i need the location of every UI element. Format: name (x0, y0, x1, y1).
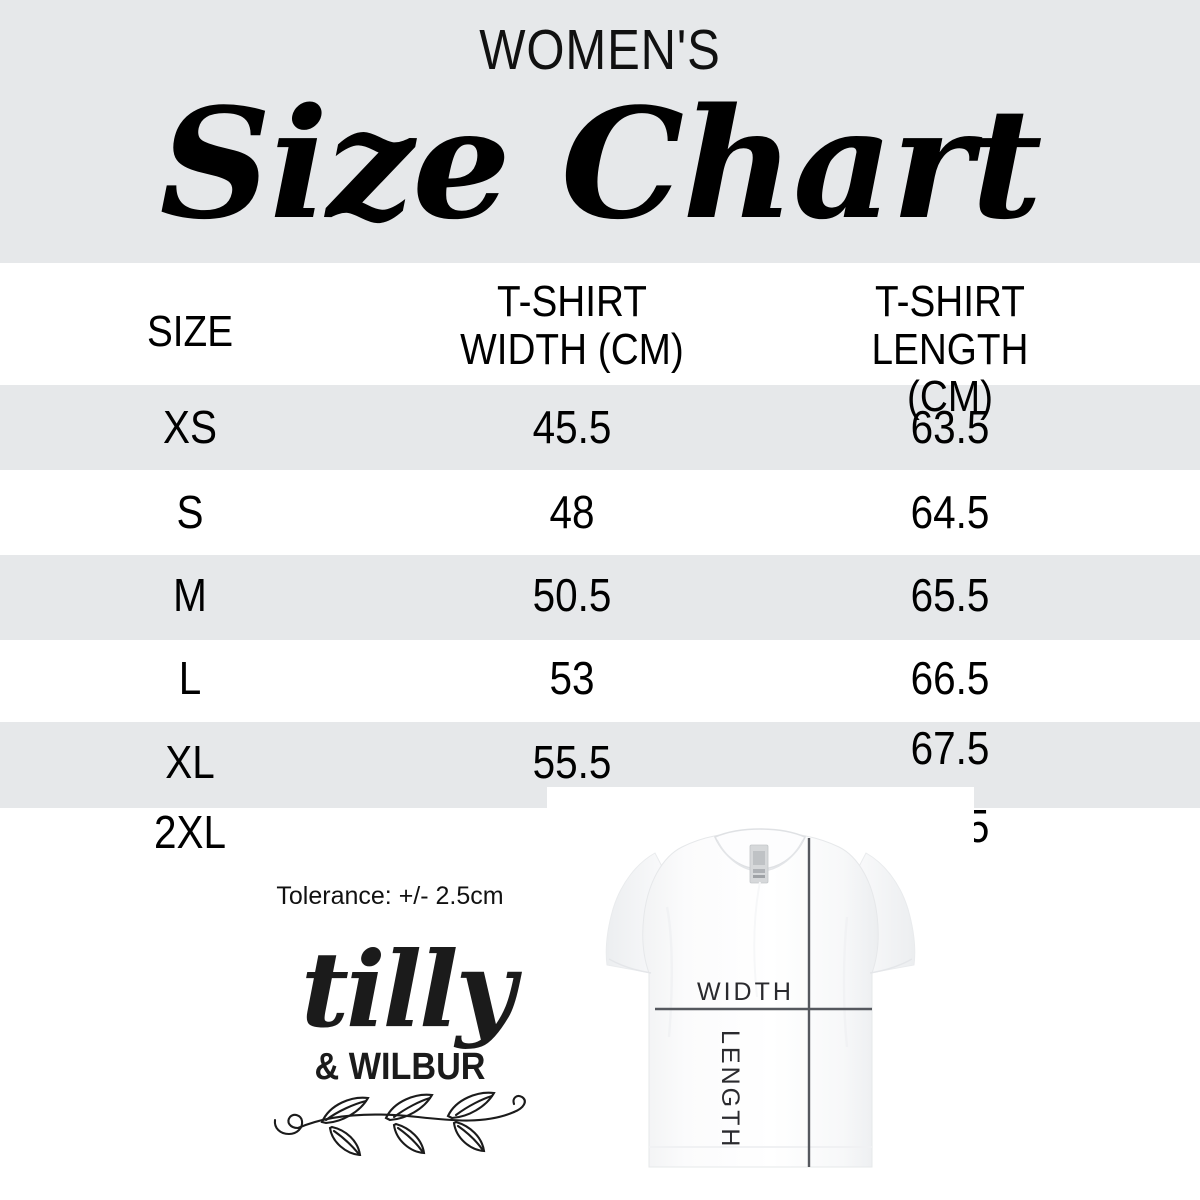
table-row: XS (162, 401, 218, 453)
brand-logo-sub-name: & WILBUR (314, 1046, 486, 1088)
table-row: 45.5 (532, 401, 612, 453)
table-row: M (173, 569, 207, 621)
tshirt-right-sleeve-hem (869, 958, 913, 974)
table-row: 67.5 (910, 722, 990, 774)
table-row-band-m (0, 555, 1200, 640)
page-title: Size Chart (159, 74, 1042, 253)
leafy-branch-icon (273, 1091, 526, 1156)
tshirt-fold-center (753, 881, 761, 998)
column-header-length: T-SHIRT LENGTH (CM) (827, 278, 1073, 421)
table-row: 2XL (153, 806, 227, 858)
table-row: XL (165, 736, 215, 788)
product-image-plate (547, 787, 974, 1200)
tshirt-fold-right (842, 916, 849, 1048)
width-measure-label: WIDTH (697, 978, 794, 1006)
column-header-width: T-SHIRT WIDTH (CM) (449, 278, 695, 373)
table-row: 50.5 (532, 569, 612, 621)
column-header-width-line1: T-SHIRT (497, 277, 647, 326)
table-row: 64.5 (910, 486, 990, 538)
table-row: L (178, 652, 202, 704)
table-row: 53 (549, 652, 595, 704)
table-row: 63.5 (910, 401, 990, 453)
tolerance-note: Tolerance: +/- 2.5cm (276, 882, 504, 910)
table-row: 48 (549, 486, 595, 538)
table-row-band-xs (0, 385, 1200, 470)
tshirt-fold-left (665, 906, 673, 1038)
neck-tag-icon (749, 844, 769, 884)
column-header-length-line2: LENGTH (CM) (871, 324, 1029, 422)
table-row: S (176, 486, 204, 538)
brand-logo: tilly & WILBUR (262, 928, 552, 1156)
length-measure-label: LENGTH (716, 1030, 744, 1150)
table-header-band (0, 263, 1200, 385)
column-header-length-line1: T-SHIRT (875, 277, 1025, 326)
tshirt-left-sleeve-hem (608, 958, 652, 974)
table-row: 65.5 (910, 569, 990, 621)
table-row-band-l (0, 640, 1200, 722)
header-eyebrow: WOMEN'S (479, 18, 721, 82)
header-band: WOMEN'S Size Chart (0, 0, 1200, 263)
column-header-width-line2: WIDTH (CM) (460, 324, 684, 374)
tshirt-illustration (605, 828, 916, 1168)
table-row-band-s (0, 470, 1200, 555)
column-header-size: SIZE (146, 307, 234, 356)
table-row: 66.5 (910, 652, 990, 704)
table-row: 55.5 (532, 736, 612, 788)
brand-logo-script-name: tilly (301, 928, 516, 1051)
